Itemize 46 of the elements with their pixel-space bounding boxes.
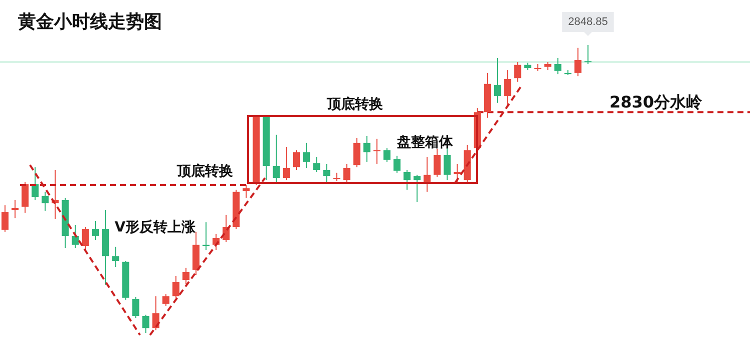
candlestick xyxy=(72,224,79,249)
candlestick xyxy=(242,184,250,198)
candlestick xyxy=(132,296,140,319)
candlestick xyxy=(504,70,512,106)
candlestick xyxy=(303,142,310,168)
candlestick xyxy=(182,267,190,285)
text: 2848.85 xyxy=(568,16,608,28)
candlestick xyxy=(282,146,290,181)
candlestick xyxy=(373,138,380,164)
candlestick xyxy=(514,61,522,82)
candlestick xyxy=(424,156,431,192)
annotation: 顶底转换 xyxy=(326,96,383,113)
candlestick xyxy=(12,199,19,219)
candlestick xyxy=(82,226,89,251)
candlestick xyxy=(414,174,421,202)
candlestick xyxy=(574,47,582,77)
candlestick xyxy=(313,156,320,173)
candlestick xyxy=(434,148,441,178)
candlestick xyxy=(42,191,49,212)
candlestick xyxy=(494,57,502,104)
candlestick xyxy=(112,246,120,268)
candlestick xyxy=(584,44,592,65)
candlestick xyxy=(363,136,370,162)
ref-line-label: 2830分水岭 xyxy=(609,92,703,112)
candlestick xyxy=(32,166,39,200)
candlestick xyxy=(323,163,330,183)
candlestick xyxy=(162,294,170,306)
candlestick xyxy=(92,220,99,240)
chart-title: 黄金小时线走势图 xyxy=(17,12,162,33)
candlestick xyxy=(142,314,150,334)
candlestick xyxy=(454,163,461,183)
candlestick xyxy=(292,150,300,170)
annotation: V形反转上涨 xyxy=(114,218,196,236)
annotation: 顶底转换 xyxy=(176,162,233,180)
candlestick xyxy=(272,134,280,183)
candlestick xyxy=(353,138,360,168)
annotation: 盘整箱体 xyxy=(396,134,454,151)
candlestick xyxy=(172,275,180,298)
candlestick xyxy=(383,148,390,162)
candlestick xyxy=(554,57,562,75)
candlestick xyxy=(2,204,9,232)
candlestick xyxy=(393,155,401,174)
candlestick xyxy=(444,148,451,181)
candlestick xyxy=(404,169,411,190)
candlestick xyxy=(343,163,350,183)
candlestick xyxy=(22,182,29,214)
